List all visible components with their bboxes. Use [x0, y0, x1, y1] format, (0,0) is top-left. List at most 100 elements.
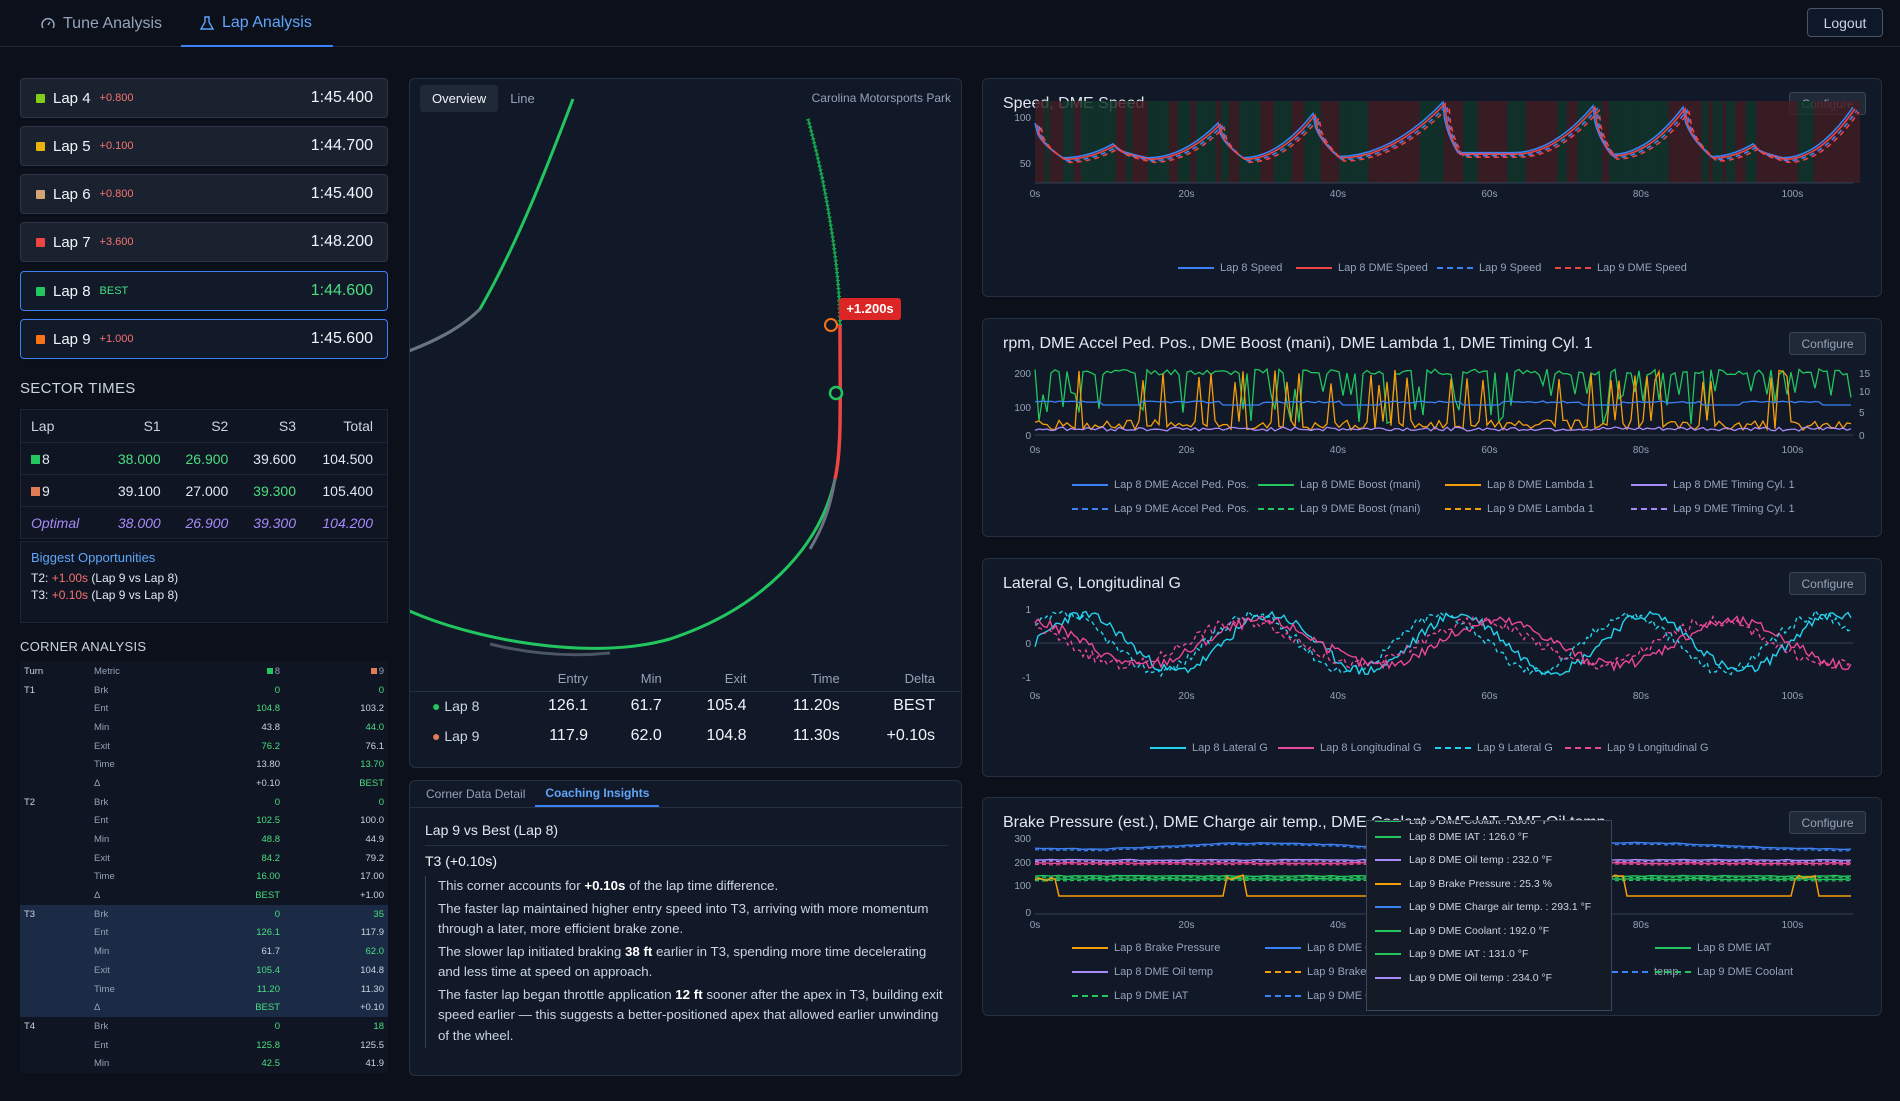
legend-item[interactable]: Lap 9 DME Boost (mani) [1258, 503, 1420, 515]
braking-band [1619, 101, 1634, 183]
legend-item[interactable]: Lap 8 DME Speed [1296, 262, 1428, 274]
braking-band [1103, 101, 1116, 183]
lap-card[interactable]: Lap 8 BEST 1:44.600 [20, 271, 388, 311]
legend-item[interactable]: Lap 8 DME C [1265, 942, 1373, 954]
braking-band [1115, 101, 1127, 183]
legend-item[interactable]: Lap 8 DME Timing Cyl. 1 [1631, 479, 1795, 491]
lap-name: Lap 9 [53, 330, 91, 348]
braking-band [1152, 101, 1170, 183]
col-header: Exit [689, 666, 775, 692]
legend-label: Lap 9 Longitudinal G [1607, 742, 1709, 754]
braking-band [1148, 101, 1153, 183]
lap9-cell: 100.0 [360, 815, 384, 827]
legend-swatch [1178, 267, 1214, 269]
gforce-chart[interactable]: 1 0 -1 0s 20s 40s 60s 80s 100s [983, 559, 1883, 778]
opportunity-item: T3: +0.10s (Lap 9 vs Lap 8) [31, 588, 179, 602]
legend-item[interactable]: Lap 8 Speed [1178, 262, 1282, 274]
braking-band [1681, 101, 1689, 183]
configure-button[interactable]: Configure [1789, 811, 1866, 834]
lap-card[interactable]: Lap 7 +3.600 1:48.200 [20, 222, 388, 262]
lap9-cell: 18 [373, 1020, 384, 1032]
lap-card[interactable]: Lap 5 +0.100 1:44.700 [20, 126, 388, 166]
legend-item[interactable]: Lap 8 DME Accel Ped. Pos. [1072, 479, 1249, 491]
sector-times-heading: SECTOR TIMES [20, 380, 136, 397]
metric-cell: Δ [90, 998, 180, 1018]
braking-band [1190, 101, 1196, 183]
legend-item[interactable]: Lap 9 Speed [1437, 262, 1541, 274]
legend-item[interactable]: Lap 9 DME C [1265, 990, 1373, 1002]
tab-line[interactable]: Line [510, 91, 535, 106]
legend-item[interactable]: Lap 8 Lateral G [1150, 742, 1268, 754]
track-map[interactable]: +1.200s [410, 79, 962, 669]
legend-item[interactable]: Lap 9 Lateral G [1435, 742, 1553, 754]
y-tick-label: 10 [1859, 387, 1871, 398]
braking-band [1813, 101, 1824, 183]
speed-chart[interactable]: 100 50 0s 20s 40s 60s 80s 100s [983, 79, 1883, 298]
metric-cell: Ent [94, 703, 109, 715]
lap9-cell: 11.30 [284, 979, 388, 999]
lap-number: 9 [42, 482, 50, 499]
lap8-marker[interactable] [828, 385, 844, 401]
legend-item[interactable]: Lap 8 DME IAT [1655, 942, 1771, 954]
lap-card[interactable]: Lap 9 +1.000 1:45.600 [20, 319, 388, 359]
lap9-marker[interactable] [824, 318, 838, 332]
legend-item[interactable]: Lap 9 DME IAT [1072, 990, 1188, 1002]
lap-name: Lap 6 [53, 185, 91, 203]
configure-button[interactable]: Configure [1789, 332, 1866, 355]
tab-lap-analysis[interactable]: Lap Analysis [181, 0, 333, 47]
col-header [410, 666, 532, 692]
legend-item[interactable]: Lap 9 Brake [1265, 966, 1366, 978]
braking-band [1368, 101, 1376, 183]
legend-item[interactable]: Lap 8 DME Boost (mani) [1258, 479, 1420, 491]
chart-panel-engine: rpm, DME Accel Ped. Pos., DME Boost (man… [982, 318, 1882, 537]
tab-overview[interactable]: Overview [420, 85, 499, 112]
engine-chart[interactable]: 200 100 0 15 10 5 0 0s 20s 40s 60s 80s 100s [983, 319, 1883, 538]
tooltip-row: Lap 9 Brake Pressure : 25.3 % [1375, 872, 1603, 896]
lap-color-swatch [36, 334, 45, 344]
legend-item[interactable]: Lap 9 DME Timing Cyl. 1 [1631, 503, 1795, 515]
legend-item[interactable]: Lap 9 DME Accel Ped. Pos. [1072, 503, 1249, 515]
metric-cell: Δ [94, 777, 101, 789]
braking-band [1463, 101, 1467, 183]
tooltip-swatch [1375, 976, 1401, 979]
tooltip-row: Lap 9 DME Coolant : 192.0 °F [1375, 919, 1603, 943]
turn-cell [20, 998, 90, 1018]
legend-swatch [1072, 947, 1108, 949]
legend-item[interactable]: Lap 8 Longitudinal G [1278, 742, 1422, 754]
braking-band [1044, 101, 1050, 183]
lap-card[interactable]: Lap 4 +0.800 1:45.400 [20, 78, 388, 118]
braking-band [1456, 101, 1464, 183]
opportunity-item: T2: +1.00s (Lap 9 vs Lap 8) [31, 571, 179, 585]
y-tick-label: 300 [1014, 834, 1031, 845]
braking-band [1205, 101, 1216, 183]
configure-button[interactable]: Configure [1789, 572, 1866, 595]
braking-band [1169, 101, 1179, 183]
legend-swatch [1072, 508, 1108, 510]
tooltip-row: Lap 8 DME Oil temp : 232.0 °F [1375, 849, 1603, 873]
s2-cell: 27.000 [174, 474, 243, 507]
legend-item[interactable]: Lap 8 Brake Pressure [1072, 942, 1220, 954]
legend-item[interactable]: Lap 9 DME Coolant [1655, 966, 1793, 978]
legend-item[interactable]: Lap 9 DME Lambda 1 [1445, 503, 1594, 515]
tab-tune-analysis[interactable]: Tune Analysis [40, 0, 162, 47]
x-tick-label: 60s [1481, 691, 1497, 702]
lap9-cell: 44.9 [365, 834, 385, 846]
x-tick-label: 80s [1633, 445, 1649, 456]
map-tabs: Overview Line [420, 85, 547, 112]
logout-button[interactable]: Logout [1807, 8, 1883, 37]
legend-item[interactable]: Lap 8 DME Oil temp [1072, 966, 1213, 978]
legend-swatch [1655, 971, 1691, 973]
table-row: Δ BEST +1.00 [20, 886, 388, 905]
legend-item[interactable]: Lap 9 DME Speed [1555, 262, 1687, 274]
braking-band [1126, 101, 1132, 183]
legend-item[interactable]: Lap 8 DME Lambda 1 [1445, 479, 1594, 491]
braking-band [1592, 101, 1603, 183]
lap9-cell: 44.0 [365, 721, 385, 733]
insight-text: This corner accounts for +0.10s of the l… [438, 878, 779, 893]
tab-corner-data-detail[interactable]: Corner Data Detail [426, 787, 526, 801]
x-tick-label: 100s [1782, 189, 1804, 200]
lap-card[interactable]: Lap 6 +0.800 1:45.400 [20, 174, 388, 214]
tab-coaching-insights[interactable]: Coaching Insights [535, 781, 660, 807]
legend-item[interactable]: Lap 9 Longitudinal G [1565, 742, 1709, 754]
x-tick-label: 0s [1030, 189, 1041, 200]
